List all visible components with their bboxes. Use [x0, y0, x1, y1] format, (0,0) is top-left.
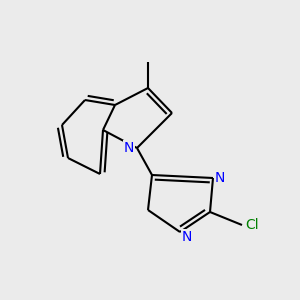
Text: N: N: [182, 230, 192, 244]
Text: N: N: [215, 171, 225, 185]
Text: N: N: [124, 141, 134, 155]
Text: Cl: Cl: [245, 218, 259, 232]
